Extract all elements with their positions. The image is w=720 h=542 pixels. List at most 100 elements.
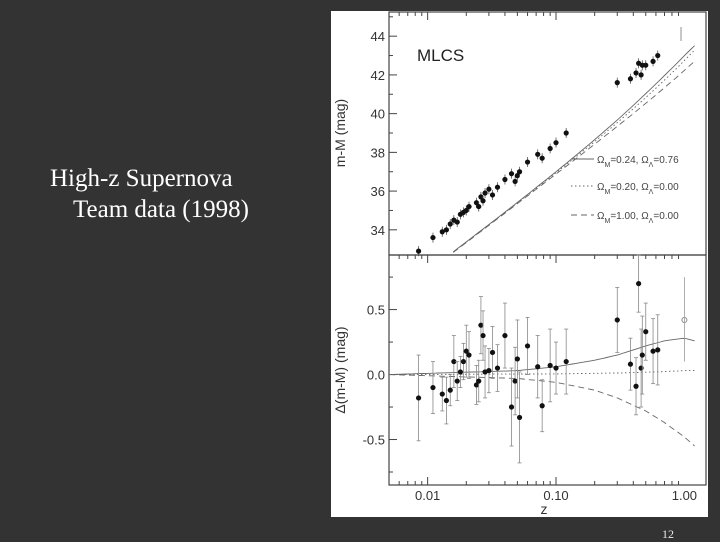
data-point-top: [563, 130, 569, 136]
data-point-bottom: [463, 348, 469, 354]
model-curve-bottom-dotted: [389, 370, 695, 375]
caption-line-1: High-z Supernova: [50, 165, 233, 192]
data-point-top: [473, 200, 480, 206]
legend-text: Ω: [641, 182, 649, 193]
slide-number: 12: [662, 527, 674, 541]
legend-text: Ω: [641, 155, 649, 166]
y-tick-label-bottom: 0.5: [367, 303, 385, 318]
data-point-top: [633, 70, 639, 76]
data-point-bottom: [512, 378, 518, 384]
data-point-top: [514, 173, 520, 179]
data-point-top: [480, 198, 486, 204]
legend-subscript: M: [604, 218, 610, 225]
data-point-top: [502, 176, 508, 183]
model-curve-top-solid: [453, 45, 695, 253]
data-point-top: [643, 62, 649, 68]
legend-subscript: Λ: [649, 189, 654, 196]
data-point-bottom: [553, 365, 559, 371]
y-tick-label-bottom: 0.0: [367, 368, 385, 383]
data-point-bottom: [643, 329, 649, 335]
data-point-top: [494, 184, 501, 190]
data-point-bottom: [457, 369, 464, 375]
data-point-bottom: [627, 361, 634, 367]
data-point-top: [524, 159, 531, 165]
shared-x-axis: 0.01 0.10 1.00 z: [388, 12, 697, 517]
data-point-top: [614, 80, 620, 86]
legend-entry: ΩM=0.24, ΩΛ=0.76: [597, 155, 679, 169]
data-point-bottom: [430, 384, 436, 391]
data-point-top: [638, 72, 644, 78]
data-point-bottom: [473, 382, 480, 388]
legend-entry: ΩM=0.20, ΩΛ=0.00: [597, 182, 679, 196]
data-point-bottom: [460, 358, 467, 365]
data-point-bottom: [563, 358, 569, 365]
data-point-top: [447, 221, 453, 227]
legend-text: Ω: [597, 155, 605, 166]
legend-subscript: M: [604, 189, 610, 196]
data-point-bottom: [535, 364, 541, 370]
x-axis-label: z: [541, 501, 548, 517]
data-point-top: [547, 145, 553, 152]
model-curve-top-dashed: [453, 60, 695, 253]
y-axis-label-bottom: Δ(m-M) (mag): [332, 326, 348, 413]
data-point-bottom: [439, 391, 445, 397]
data-point-top: [466, 203, 472, 210]
y-tick-label-top: 34: [371, 223, 385, 238]
data-point-top: [539, 155, 545, 161]
slide-caption: High-z Supernova Team data (1998): [50, 163, 249, 225]
data-point-top: [486, 186, 492, 192]
x-tick-label: 1.00: [672, 488, 697, 503]
legend-text: =0.00: [653, 211, 679, 222]
data-point-top: [512, 178, 518, 185]
data-point-top: [535, 151, 541, 157]
data-point-top: [482, 190, 488, 196]
data-point-top: [508, 171, 515, 177]
data-point-bottom: [415, 395, 422, 401]
data-point-top: [553, 140, 559, 146]
data-point-bottom: [655, 347, 661, 353]
data-point-bottom: [489, 349, 496, 356]
data-point-top: [430, 234, 436, 241]
bottom-plot-frame: [388, 254, 707, 486]
legend-subscript: Λ: [649, 162, 654, 169]
data-point-top: [439, 229, 445, 235]
legend-text: Ω: [597, 211, 605, 222]
legend-text: Ω: [597, 182, 605, 193]
legend-text: =0.76: [653, 155, 679, 166]
data-point-bottom: [524, 343, 531, 349]
caption-line-2: Team data (1998): [73, 196, 249, 223]
y-tick-label-top: 40: [371, 107, 385, 122]
data-point-bottom: [447, 387, 453, 393]
legend-subscript: M: [604, 162, 610, 169]
bottom-panel: -0.5 0.0 0.5 Δ(m-M) (mag): [332, 254, 707, 486]
data-point-bottom: [514, 356, 520, 362]
x-tick-label: 0.01: [415, 488, 440, 503]
legend-entry: ΩM=1.00, ΩΛ=0.00: [597, 211, 679, 225]
legend-text: =0.24,: [610, 155, 641, 166]
chart-title: MLCS: [417, 46, 464, 65]
data-point-bottom: [639, 352, 645, 358]
data-point-bottom: [633, 383, 639, 389]
y-tick-label-top: 36: [371, 184, 385, 199]
data-point-bottom: [614, 317, 620, 323]
data-point-bottom: [502, 332, 508, 339]
legend-text: =1.00,: [610, 211, 641, 222]
y-tick-label-top: 42: [371, 68, 385, 83]
y-tick-label-bottom: -0.5: [363, 433, 385, 448]
y-axis-label-top: m-M (mag): [332, 99, 348, 167]
data-point-bottom: [480, 332, 486, 339]
data-point-bottom: [454, 378, 460, 384]
y-tick-label-top: 38: [371, 145, 385, 160]
legend-text: =0.20,: [610, 182, 641, 193]
data-point-bottom: [516, 414, 523, 421]
data-point-top: [454, 219, 460, 225]
data-point-top: [655, 52, 661, 59]
data-point-bottom: [494, 365, 501, 371]
y-tick-label-top: 44: [371, 29, 385, 44]
data-point-bottom: [508, 404, 515, 410]
legend-text: =0.00: [653, 182, 679, 193]
model-curve-bottom-solid: [388, 337, 695, 375]
data-point-bottom: [638, 365, 644, 371]
data-point-bottom: [486, 368, 492, 374]
